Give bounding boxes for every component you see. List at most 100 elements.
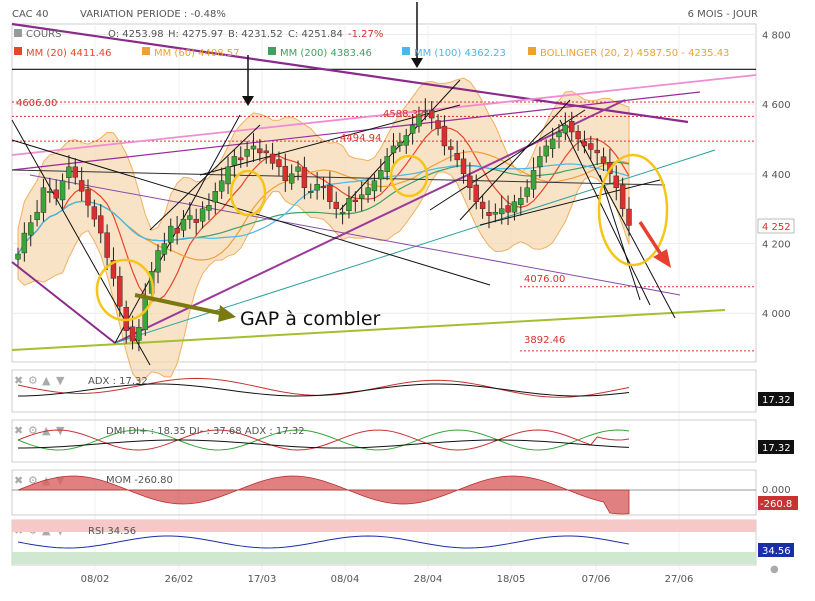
candle-body	[276, 159, 282, 168]
candle-body	[34, 211, 40, 221]
adx-label: ADX : 17.32	[88, 376, 148, 387]
legend: COURS O: 4253.98 H: 4275.97 B: 4231.52 C…	[14, 29, 729, 59]
x-tick-label: 27/06	[665, 574, 694, 585]
settings-icon: ⚙	[28, 474, 38, 487]
candle-body	[66, 166, 72, 178]
adx-line-2	[17, 383, 630, 397]
candle-body	[320, 186, 327, 189]
candle-body	[365, 187, 371, 195]
y-tick-label: 4 800	[762, 30, 791, 41]
black-line	[149, 124, 261, 231]
candle-body	[435, 120, 441, 129]
gap-arrow-shaft	[134, 293, 225, 316]
purple-left-line	[11, 261, 116, 344]
dmi-value: 17.32	[762, 443, 791, 454]
candle-body	[562, 124, 569, 134]
legend-mm60-icon[interactable]	[142, 47, 150, 55]
legend-mm100-icon[interactable]	[402, 47, 410, 55]
candle-body	[441, 125, 448, 147]
index-title: CAC 40	[12, 9, 49, 20]
candle-body	[212, 191, 219, 203]
x-tick-label: 07/06	[582, 574, 611, 585]
candle-body	[104, 232, 110, 258]
mom-value-box	[758, 496, 798, 510]
candle-body	[511, 201, 518, 213]
candle-body	[524, 187, 530, 197]
rsi-value: 34.56	[762, 546, 791, 557]
period-text[interactable]: 6 MOIS - JOUR	[688, 9, 758, 20]
bollinger-band	[17, 77, 630, 383]
move-down-icon: ▼	[56, 374, 65, 387]
legend-mm20-icon[interactable]	[14, 47, 22, 55]
candle-body	[378, 170, 384, 180]
candle-body	[333, 201, 339, 209]
candle-body	[187, 215, 193, 220]
adx-value-box	[758, 392, 794, 406]
x-tick-label: 26/02	[165, 574, 194, 585]
dmi-frame	[11, 419, 757, 463]
candle-body	[15, 253, 21, 260]
legend-cours[interactable]: COURS	[26, 29, 61, 40]
candle-body	[346, 198, 352, 211]
candle-body	[53, 189, 59, 199]
ellipse-marker	[389, 154, 429, 198]
mom-area	[17, 475, 630, 515]
purple-channel-line	[11, 91, 701, 171]
candle-body	[594, 149, 600, 154]
candle-body	[21, 232, 28, 254]
date-axis: 08/02 26/02 17/03 08/04 28/04 18/05 07/06 27/06…	[81, 564, 779, 585]
dmi-panel: ✖ ⚙ ▲ ▼	[11, 419, 757, 463]
candle-body	[129, 326, 136, 342]
dmi-minus-line	[17, 429, 630, 451]
price-axis: 4 800 4 600 4 400 4 200 4 000	[762, 30, 791, 320]
black-diagonal	[11, 139, 491, 286]
rsi-overbought-zone	[12, 520, 756, 532]
close-icon: ✖	[14, 474, 23, 487]
candle-body	[492, 211, 499, 215]
dmi-value-box	[758, 440, 794, 454]
candle-body	[613, 175, 619, 188]
candle-body	[479, 201, 486, 209]
candle-body	[473, 184, 479, 202]
candle-body	[199, 208, 206, 222]
dmi-plus-line	[17, 429, 630, 451]
candle-body	[257, 148, 263, 154]
gap-label: GAP à combler	[240, 308, 381, 330]
level-3892-label: 3892.46	[524, 335, 565, 346]
level-4588-label: 4588.33	[383, 109, 424, 120]
x-tick-label: 17/03	[248, 574, 277, 585]
legend-mm100[interactable]: MM (100) 4362.23	[414, 48, 506, 59]
legend-mm20[interactable]: MM (20) 4411.46	[26, 48, 112, 59]
y-tick-label: 4 000	[762, 309, 791, 320]
annotations	[95, 2, 671, 322]
candle-body	[295, 166, 301, 172]
candle-body	[397, 142, 403, 146]
candles	[15, 98, 632, 352]
marker-arrow-head	[242, 96, 254, 106]
x-tick-label: 08/02	[81, 574, 110, 585]
purple-uptrend	[114, 99, 626, 344]
candle-body	[505, 205, 511, 213]
legend-mm60[interactable]: MM (60) 4408.57	[154, 48, 240, 59]
candle-body	[600, 156, 607, 164]
scroll-icon: ●	[770, 564, 779, 575]
candle-body	[193, 218, 199, 223]
down-arrow-head	[653, 249, 671, 268]
candle-body	[575, 131, 581, 140]
legend-bollinger-icon[interactable]	[528, 47, 536, 55]
down-arrow-shaft	[638, 221, 664, 257]
candle-body	[218, 180, 225, 192]
legend-bollinger[interactable]: BOLLINGER (20, 2) 4587.50 - 4235.43	[540, 48, 729, 59]
candle-body	[569, 121, 575, 133]
legend-close: C: 4251.84	[288, 29, 343, 40]
legend-mm200[interactable]: MM (200) 4383.46	[280, 48, 372, 59]
adx-panel: ✖ ⚙ ▲ ▼	[11, 369, 757, 413]
candle-body	[409, 124, 416, 134]
candle-body	[486, 211, 492, 216]
candle-body	[78, 180, 85, 192]
candle-body	[47, 191, 53, 193]
legend-cours-icon[interactable]	[14, 29, 22, 37]
candle-body	[238, 157, 244, 161]
legend-mm200-icon[interactable]	[268, 47, 276, 55]
